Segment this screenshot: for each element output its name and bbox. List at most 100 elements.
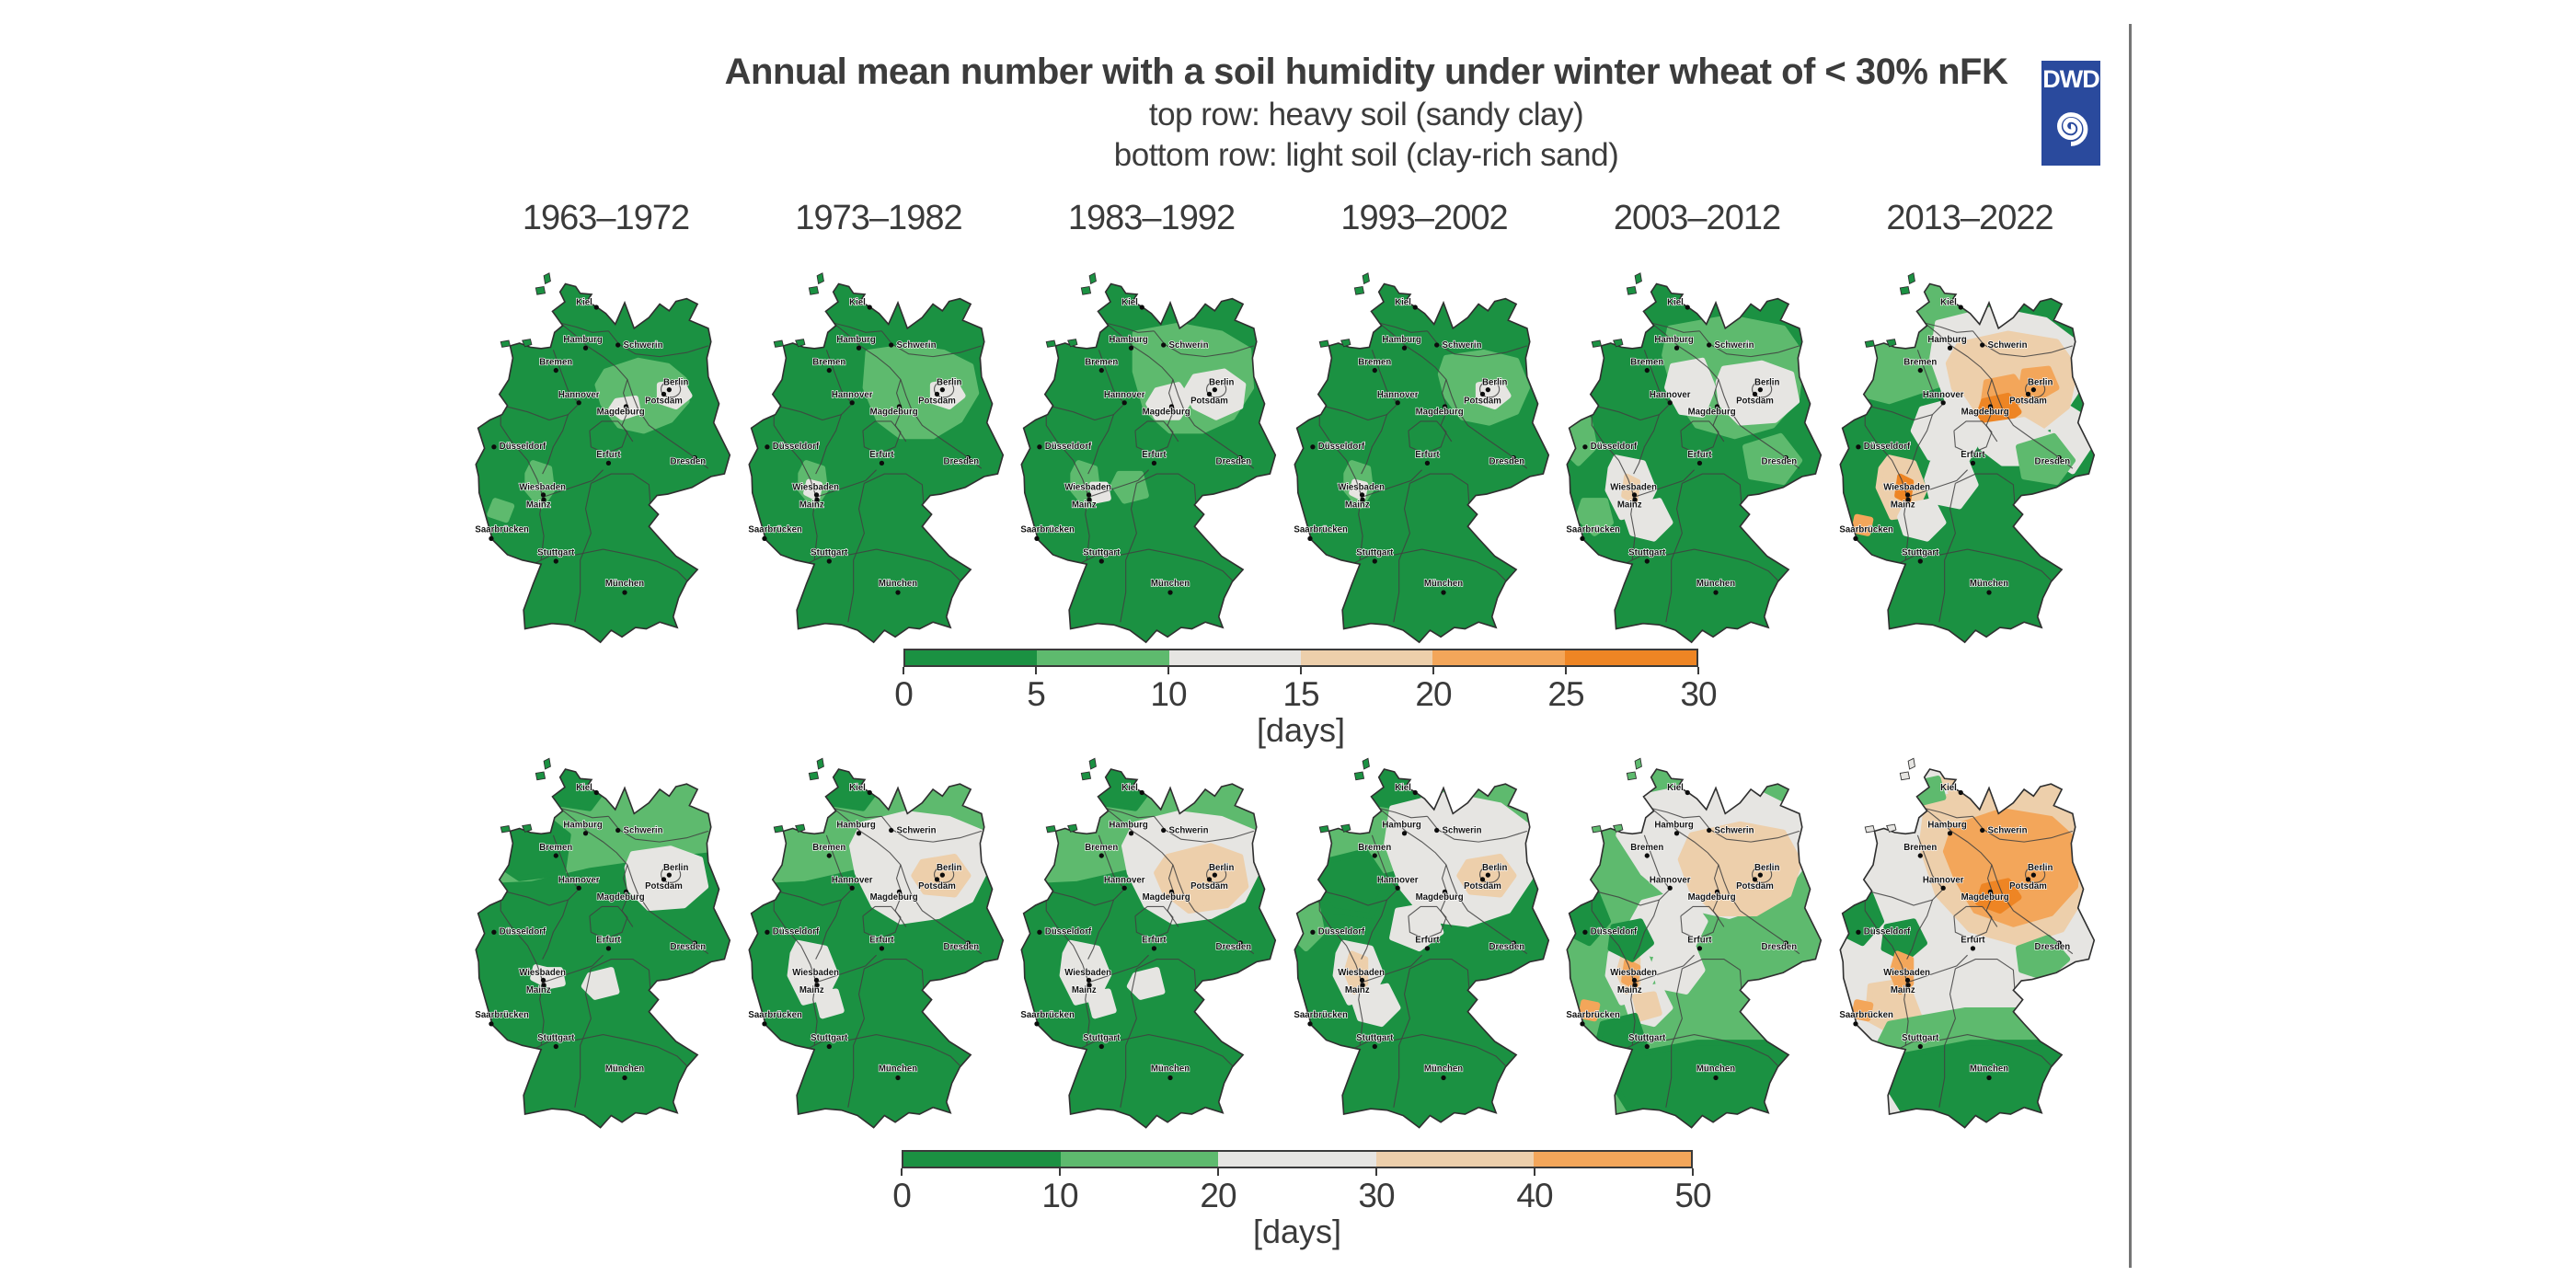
city-marker-bottom-4: Erfurt xyxy=(1687,935,1713,951)
svg-text:Düsseldorf: Düsseldorf xyxy=(1045,442,1092,452)
svg-text:Hamburg: Hamburg xyxy=(1927,335,1966,345)
city-marker-bottom-0: München xyxy=(604,1064,645,1081)
colorbar-top-segment-0 xyxy=(905,650,1038,665)
svg-text:Düsseldorf: Düsseldorf xyxy=(772,927,819,937)
svg-text:Stuttgart: Stuttgart xyxy=(811,548,848,558)
svg-text:Erfurt: Erfurt xyxy=(596,935,621,945)
svg-text:Wiesbaden: Wiesbaden xyxy=(1338,483,1385,493)
city-marker-bottom-5: Erfurt xyxy=(1960,935,1986,951)
city-marker-bottom-3: Dresden xyxy=(1488,940,1524,953)
svg-text:Saarbrücken: Saarbrücken xyxy=(1839,524,1893,535)
city-marker-bottom-1: Hamburg xyxy=(835,820,876,836)
svg-text:Erfurt: Erfurt xyxy=(596,450,621,460)
colorbar-bottom-tick-label-0: 0 xyxy=(892,1177,912,1214)
svg-text:Erfurt: Erfurt xyxy=(1142,935,1167,945)
svg-text:München: München xyxy=(1423,1064,1462,1074)
svg-text:Hannover: Hannover xyxy=(831,390,872,400)
city-marker-top-0: Düsseldorf xyxy=(491,441,547,453)
svg-text:Erfurt: Erfurt xyxy=(1415,450,1440,460)
city-marker-bottom-2: Magdeburg xyxy=(1142,889,1190,903)
city-marker-bottom-0: Magdeburg xyxy=(596,889,645,903)
svg-text:Erfurt: Erfurt xyxy=(1687,935,1712,945)
svg-text:Hamburg: Hamburg xyxy=(1382,335,1420,345)
svg-text:Dresden: Dresden xyxy=(1216,457,1252,467)
svg-text:Mainz: Mainz xyxy=(1617,500,1642,511)
svg-text:Stuttgart: Stuttgart xyxy=(811,1033,848,1043)
city-marker-top-3: Mainz xyxy=(1344,497,1370,511)
city-marker-bottom-1: München xyxy=(878,1064,917,1081)
city-marker-bottom-4: Saarbrücken xyxy=(1566,1009,1621,1027)
germany-map-bottom-0: Kiel Hamburg Schwerin Bremen Hannover Berlin P… xyxy=(475,757,731,1129)
city-marker-top-1: Wiesbaden xyxy=(791,482,839,498)
svg-text:Bremen: Bremen xyxy=(539,358,572,368)
svg-text:Stuttgart: Stuttgart xyxy=(1083,1033,1121,1043)
city-marker-top-4: Mainz xyxy=(1616,497,1642,511)
map-panel-bottom-3: Kiel Hamburg Schwerin Bremen Hannover Berlin P… xyxy=(1290,752,1559,1134)
svg-text:Düsseldorf: Düsseldorf xyxy=(500,442,546,452)
colorbar-top-tickmark-5 xyxy=(1565,667,1567,674)
colorbar-bottom xyxy=(902,1150,1693,1168)
svg-text:Magdeburg: Magdeburg xyxy=(869,892,917,903)
figure-header: Annual mean number with a soil humidity … xyxy=(515,50,2217,176)
city-marker-top-5: Hannover xyxy=(1922,389,1964,406)
city-marker-bottom-1: Schwerin xyxy=(888,825,937,836)
colorbar-bottom-tickmark-3 xyxy=(1375,1168,1377,1176)
colorbar-top-tickmark-1 xyxy=(1035,667,1037,674)
column-header-decade-2: 1983–1992 xyxy=(1067,199,1236,237)
svg-text:Saarbrücken: Saarbrücken xyxy=(748,524,802,535)
svg-text:Wiesbaden: Wiesbaden xyxy=(519,968,566,978)
svg-text:Bremen: Bremen xyxy=(812,843,845,853)
svg-text:Magdeburg: Magdeburg xyxy=(1415,407,1463,417)
colorbar-top-tickmark-3 xyxy=(1300,667,1302,674)
city-marker-bottom-3: Düsseldorf xyxy=(1309,926,1365,937)
city-marker-top-5: Berlin xyxy=(2027,377,2053,393)
city-marker-bottom-4: Wiesbaden xyxy=(1610,968,1658,983)
svg-text:Kiel: Kiel xyxy=(576,783,592,793)
svg-text:Berlin: Berlin xyxy=(1209,377,1234,387)
city-marker-bottom-0: Hamburg xyxy=(563,820,604,836)
city-marker-top-2: Saarbrücken xyxy=(1020,524,1075,542)
svg-text:Dresden: Dresden xyxy=(2034,942,2070,952)
city-marker-top-4: Kiel xyxy=(1666,297,1690,310)
colorbar-top-unit-label: [days] xyxy=(1256,711,1346,749)
city-marker-bottom-0: Saarbrücken xyxy=(475,1009,530,1027)
svg-text:Hannover: Hannover xyxy=(1376,875,1418,885)
colorbar-bottom-segment-1 xyxy=(1061,1152,1219,1167)
svg-text:Mainz: Mainz xyxy=(1344,985,1369,995)
divider-line xyxy=(2129,24,2132,1268)
svg-text:Berlin: Berlin xyxy=(936,377,960,387)
city-marker-top-4: Berlin xyxy=(1754,377,1780,393)
svg-text:Kiel: Kiel xyxy=(1667,298,1684,308)
svg-text:Düsseldorf: Düsseldorf xyxy=(1863,927,1910,937)
svg-text:Stuttgart: Stuttgart xyxy=(1628,548,1666,558)
colorbar-top-tick-label-6: 30 xyxy=(1680,675,1717,713)
svg-text:Stuttgart: Stuttgart xyxy=(1356,1033,1394,1043)
city-marker-bottom-5: Kiel xyxy=(1939,783,1963,796)
city-marker-bottom-3: Schwerin xyxy=(1433,825,1482,836)
svg-text:Bremen: Bremen xyxy=(1085,358,1118,368)
city-marker-top-4: Erfurt xyxy=(1687,449,1713,466)
city-marker-bottom-3: Hannover xyxy=(1376,875,1419,891)
city-marker-top-0: Hamburg xyxy=(563,334,604,351)
city-marker-bottom-3: Erfurt xyxy=(1414,935,1441,951)
svg-text:Dresden: Dresden xyxy=(943,942,979,952)
city-marker-bottom-4: Mainz xyxy=(1616,983,1642,996)
svg-text:Schwerin: Schwerin xyxy=(1715,826,1754,836)
city-marker-top-0: Stuttgart xyxy=(537,547,576,564)
city-marker-top-4: Hannover xyxy=(1649,389,1691,406)
svg-text:Kiel: Kiel xyxy=(1940,783,1957,793)
dwd-spiral-icon xyxy=(2057,112,2088,146)
svg-text:München: München xyxy=(1423,579,1462,589)
city-marker-top-4: Schwerin xyxy=(1707,340,1754,351)
city-marker-top-5: Düsseldorf xyxy=(1855,441,1911,453)
city-marker-top-5: Stuttgart xyxy=(1901,547,1939,564)
svg-text:Wiesbaden: Wiesbaden xyxy=(519,483,566,493)
svg-text:Düsseldorf: Düsseldorf xyxy=(500,927,546,937)
city-marker-bottom-3: Mainz xyxy=(1344,983,1370,996)
column-header-decade-5: 2013–2022 xyxy=(1886,199,2053,237)
svg-text:München: München xyxy=(878,1064,916,1074)
city-marker-top-4: Potsdam xyxy=(1735,391,1775,407)
germany-map-bottom-3: Kiel Hamburg Schwerin Bremen Hannover Berlin P… xyxy=(1293,757,1549,1129)
svg-text:Bremen: Bremen xyxy=(539,843,572,853)
svg-text:Mainz: Mainz xyxy=(1890,500,1915,511)
